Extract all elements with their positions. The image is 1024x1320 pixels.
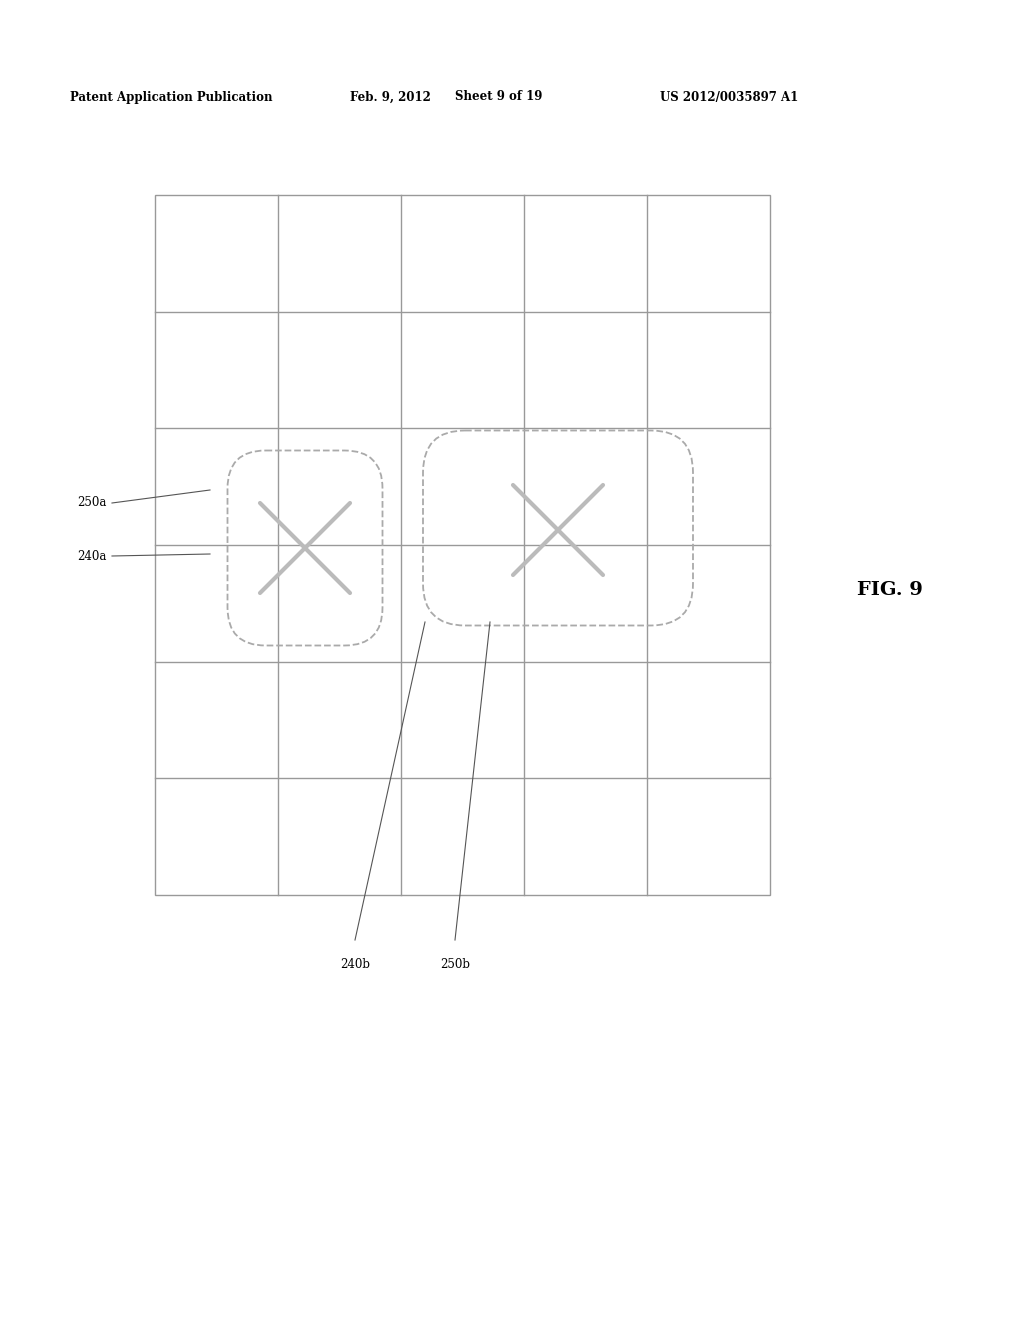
Text: Patent Application Publication: Patent Application Publication [70,91,272,103]
Text: 240a: 240a [78,549,106,562]
Text: Feb. 9, 2012: Feb. 9, 2012 [350,91,431,103]
Bar [155,195,770,895]
Text: 250b: 250b [440,958,470,972]
Text: 250a: 250a [78,496,106,510]
Text: US 2012/0035897 A1: US 2012/0035897 A1 [660,91,799,103]
Text: FIG. 9: FIG. 9 [857,581,923,599]
Text: Sheet 9 of 19: Sheet 9 of 19 [455,91,543,103]
Text: 240b: 240b [340,958,370,972]
